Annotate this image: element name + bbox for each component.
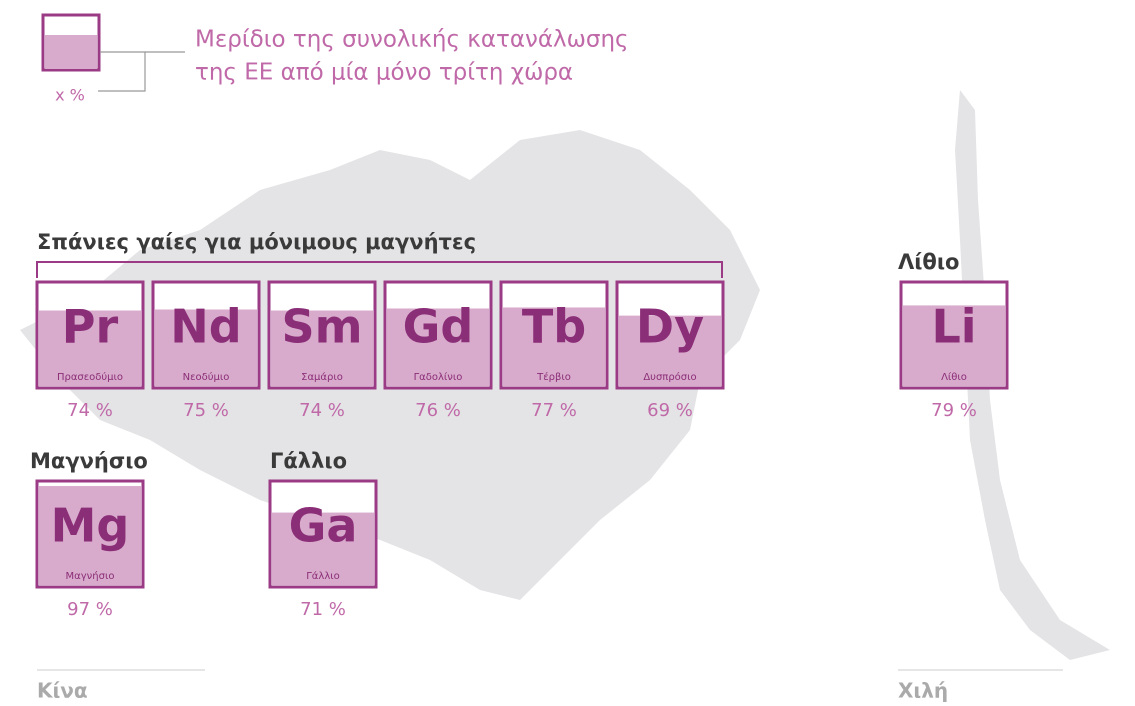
legend-text: της ΕΕ από μία μόνο τρίτη χώρα bbox=[195, 60, 573, 86]
tile-fill bbox=[39, 486, 141, 585]
element-symbol: Nd bbox=[170, 300, 241, 354]
value-label: 76 % bbox=[415, 400, 461, 421]
element-symbol: Li bbox=[931, 300, 976, 354]
tile-fill bbox=[387, 308, 489, 386]
element-symbol: Mg bbox=[51, 499, 130, 553]
element-name: Σαμάριο bbox=[301, 371, 343, 383]
element-symbol: Tb bbox=[522, 300, 586, 354]
element-name: Νεοδύμιο bbox=[183, 371, 230, 383]
tile-fill bbox=[503, 307, 605, 386]
legend-sample-fill bbox=[45, 35, 97, 69]
element-symbol: Pr bbox=[62, 300, 119, 354]
value-label: 74 % bbox=[67, 400, 113, 421]
group-bracket bbox=[36, 261, 723, 278]
element-name: Λίθιο bbox=[941, 371, 967, 383]
element-name: Γαδολίνιο bbox=[414, 371, 463, 383]
element-symbol: Ga bbox=[289, 499, 358, 553]
tile-fill bbox=[271, 310, 373, 386]
value-label: 79 % bbox=[931, 400, 977, 421]
value-label: 77 % bbox=[531, 400, 577, 421]
tile-fill bbox=[155, 309, 257, 386]
legend-text: Μερίδιο της συνολικής κατανάλωσης bbox=[195, 27, 629, 53]
value-label: 97 % bbox=[67, 599, 113, 620]
value-label: 74 % bbox=[299, 400, 345, 421]
tile-fill bbox=[903, 305, 1005, 386]
tile-fill bbox=[272, 512, 374, 585]
value-label: 75 % bbox=[183, 400, 229, 421]
chile-map bbox=[955, 90, 1110, 660]
element-name: Μαγνήσιο bbox=[66, 570, 115, 582]
country-label: Κίνα bbox=[37, 679, 88, 703]
element-name: Πρασεοδύμιο bbox=[57, 371, 123, 383]
group-title: Μαγνήσιο bbox=[30, 449, 148, 473]
element-name: Τέρβιο bbox=[536, 371, 571, 383]
element-symbol: Dy bbox=[636, 300, 704, 354]
element-name: Γάλλιο bbox=[306, 570, 340, 582]
group-title: Σπάνιες γαίες για μόνιμους μαγνήτες bbox=[37, 230, 476, 254]
element-symbol: Gd bbox=[403, 300, 474, 354]
legend-sample-label: x % bbox=[55, 86, 85, 105]
value-label: 69 % bbox=[647, 400, 693, 421]
group-title: Λίθιο bbox=[898, 250, 959, 274]
tile-fill bbox=[619, 315, 721, 386]
country-label: Χιλή bbox=[898, 679, 948, 703]
tile-fill bbox=[39, 310, 141, 386]
group-title: Γάλλιο bbox=[270, 449, 347, 473]
value-label: 71 % bbox=[300, 599, 346, 620]
element-symbol: Sm bbox=[281, 300, 362, 354]
element-name: Δυσπρόσιο bbox=[643, 371, 696, 383]
legend-connector bbox=[98, 51, 146, 92]
